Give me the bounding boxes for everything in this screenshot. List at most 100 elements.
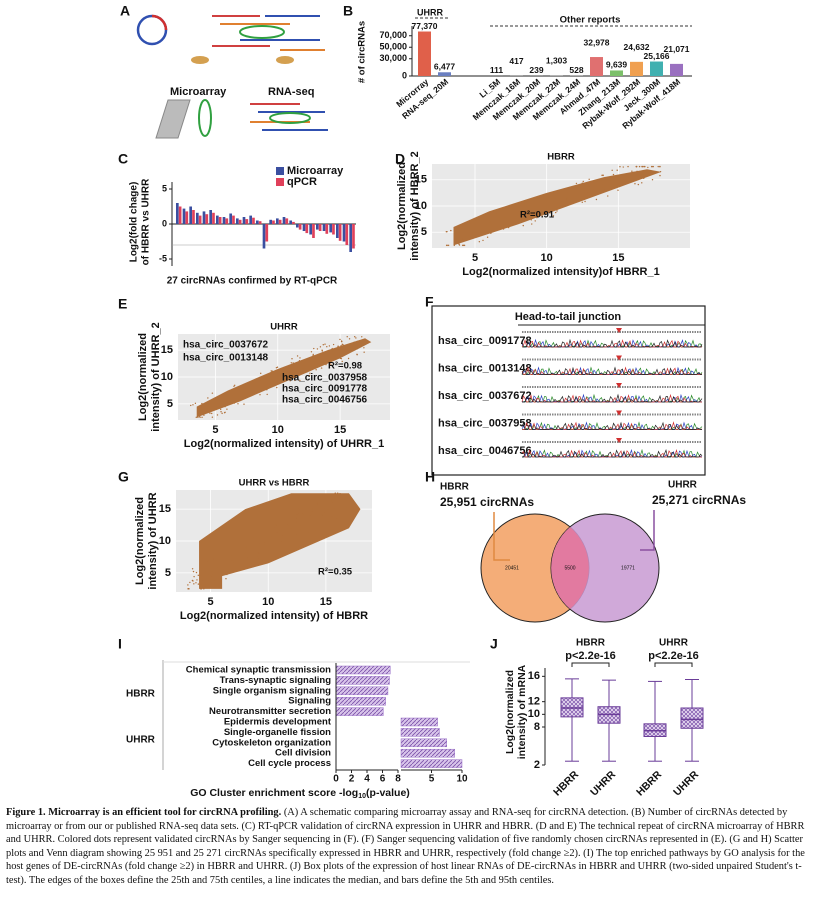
point [211, 416, 214, 418]
x-tick-label: 10 [272, 424, 284, 436]
axis-label: of HBRR vs UHRR [141, 178, 152, 265]
bar [216, 215, 219, 224]
point [338, 495, 340, 497]
point [317, 501, 319, 503]
point [324, 524, 327, 526]
point [363, 347, 365, 349]
y-tick-label: 15 [159, 503, 171, 515]
point-label: hsa_circ_0037672 [183, 340, 269, 351]
y-tick-label: 0 [402, 70, 407, 80]
point [519, 205, 521, 207]
x-tick-label: 15 [320, 596, 332, 608]
point [208, 585, 211, 587]
figure: Microarray RNA-seq A B C D E F G H I J 0 30,00050,0… [118, 3, 746, 800]
point [296, 355, 299, 357]
y-tick-label: 5 [162, 183, 167, 193]
point [233, 385, 235, 387]
term-label: Cytoskeleton organization [212, 737, 331, 748]
point [347, 494, 349, 497]
bar [202, 211, 206, 224]
point [304, 525, 306, 527]
x-tick-label: 5 [208, 596, 214, 608]
point [197, 574, 200, 577]
bar [332, 224, 335, 235]
point [525, 217, 528, 219]
point [257, 388, 260, 391]
term-label: Cell division [275, 748, 331, 759]
point [554, 197, 556, 199]
point [324, 507, 326, 510]
bar [176, 203, 179, 224]
point [488, 231, 490, 233]
point [264, 543, 266, 546]
bar [292, 221, 295, 224]
point [329, 503, 332, 506]
group-label: UHRR [659, 638, 689, 649]
point [567, 191, 570, 193]
axis-label: Log2(normalized [137, 333, 149, 421]
point [601, 186, 603, 189]
panel-letter: E [118, 296, 127, 312]
caption-title: Figure 1. Microarray is an efficient too… [6, 807, 282, 818]
point [241, 563, 244, 566]
point [298, 363, 300, 366]
point [203, 588, 205, 590]
point [517, 215, 519, 217]
bar [335, 686, 389, 696]
point-label: hsa_circ_0013148 [183, 353, 269, 364]
point-label: hsa_circ_0091778 [282, 384, 368, 395]
point [635, 175, 637, 177]
point [331, 515, 333, 517]
y-tick-label: 10 [161, 371, 173, 383]
point [219, 408, 222, 411]
point [348, 338, 351, 340]
point [345, 506, 347, 509]
point [353, 341, 355, 343]
group-title: Other reports [560, 15, 621, 26]
point [201, 402, 203, 405]
bar [298, 224, 302, 230]
point [633, 179, 635, 181]
point [244, 537, 247, 540]
bar [400, 738, 447, 748]
bar [178, 206, 182, 224]
row-label: hsa_circ_0037958 [438, 417, 532, 429]
point [609, 188, 611, 190]
point [498, 216, 501, 218]
x-tick-label: 6 [380, 774, 386, 785]
point [260, 384, 262, 387]
point [321, 503, 324, 506]
row-label: hsa_circ_0037672 [438, 390, 532, 402]
point [511, 206, 514, 209]
point [333, 354, 335, 356]
point [295, 534, 298, 536]
point [462, 244, 465, 247]
panel-frame [431, 305, 706, 476]
point [249, 559, 252, 562]
point [295, 521, 297, 523]
y-tick-label: 10 [159, 535, 171, 547]
point [323, 361, 326, 363]
p-value: p<2.2e-16 [565, 650, 615, 662]
point [566, 197, 568, 200]
y-tick-label: 70,000 [379, 30, 407, 40]
point [543, 203, 546, 206]
point [231, 554, 233, 557]
value-label: 77,370 [412, 21, 438, 31]
point [226, 571, 228, 573]
point [608, 186, 610, 188]
point [224, 395, 227, 397]
point [313, 357, 316, 360]
point [509, 217, 512, 219]
bar [249, 215, 252, 224]
point [308, 374, 311, 377]
point [288, 539, 291, 541]
point [326, 346, 328, 348]
point-label: hsa_circ_0037958 [282, 373, 368, 384]
point [582, 180, 584, 183]
point [287, 524, 289, 526]
bar [418, 31, 431, 76]
point [361, 336, 363, 338]
x-tick-label: 0 [333, 774, 339, 785]
point [206, 583, 208, 585]
